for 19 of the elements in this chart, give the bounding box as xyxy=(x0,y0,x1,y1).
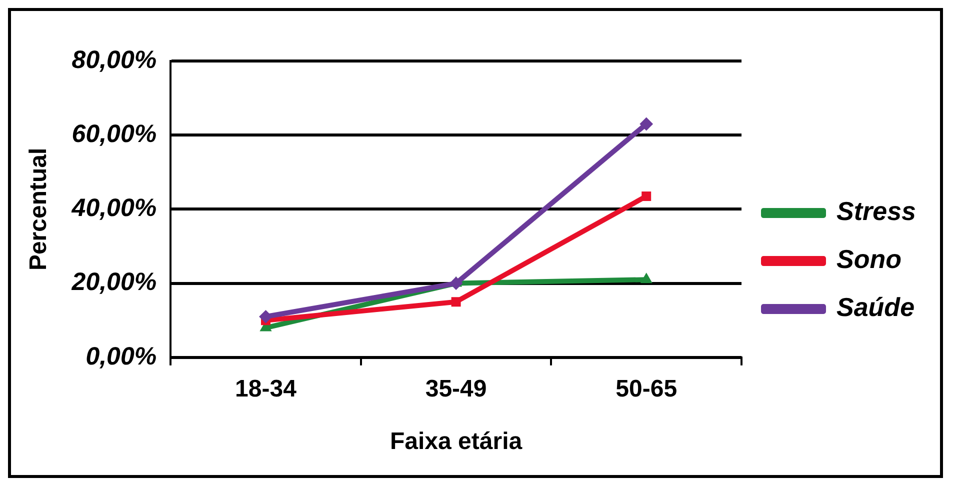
y-axis-title: Percentual xyxy=(25,148,52,271)
point xyxy=(259,310,272,324)
x-tick-label: 35-49 xyxy=(425,375,487,402)
point xyxy=(642,191,652,201)
point xyxy=(640,117,653,130)
point xyxy=(640,273,652,284)
x-tick-label: 50-65 xyxy=(616,375,678,402)
point xyxy=(451,297,461,307)
y-tick-label: 40,00% xyxy=(70,194,157,222)
x-tick-label: 18-34 xyxy=(235,375,298,402)
x-axis-title: Faixa etária xyxy=(390,428,523,456)
legend-label: Stress xyxy=(836,196,916,226)
y-tick-label: 80,00% xyxy=(72,46,157,74)
point xyxy=(450,276,463,290)
y-tick-label: 20,00% xyxy=(70,268,157,296)
y-tick-label: 0,00% xyxy=(86,342,157,370)
legend-label: Sono xyxy=(836,244,902,274)
legend-label: Saúde xyxy=(836,292,915,322)
y-tick-label: 60,00% xyxy=(72,120,157,148)
